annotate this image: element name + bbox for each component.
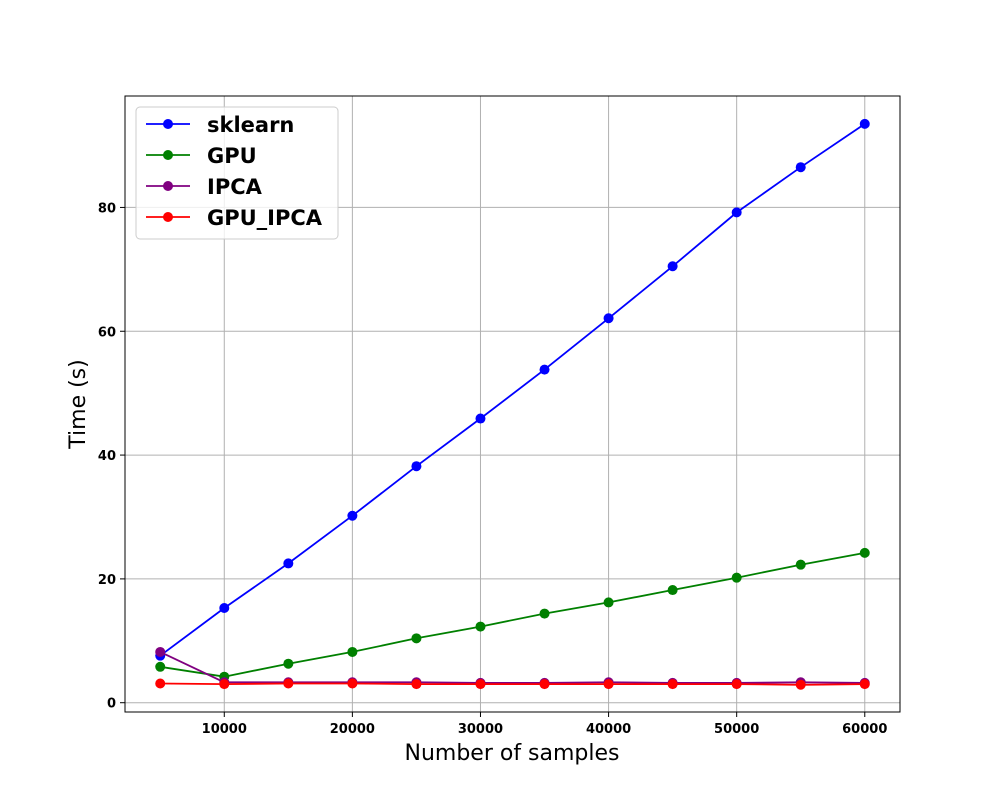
data-point	[667, 261, 678, 272]
data-point	[795, 162, 806, 173]
y-tick-label: 60	[98, 325, 116, 340]
y-tick-label: 20	[98, 573, 116, 588]
series-line	[160, 682, 865, 686]
data-point	[475, 413, 486, 424]
series-line	[159, 123, 866, 657]
data-point	[283, 678, 294, 689]
legend-label: sklearn	[207, 113, 294, 137]
data-point	[603, 679, 614, 690]
data-point	[859, 679, 870, 690]
series-gpu-ipca	[155, 678, 870, 690]
legend-label: GPU	[207, 144, 257, 168]
x-tick-label: 60000	[842, 722, 887, 737]
data-point	[219, 679, 230, 690]
series-line	[159, 651, 865, 684]
data-point	[155, 661, 166, 672]
data-point	[731, 207, 742, 218]
data-point	[859, 547, 870, 558]
legend-marker	[163, 119, 173, 129]
data-point	[155, 646, 166, 657]
data-point	[347, 510, 358, 521]
data-point	[219, 602, 230, 613]
x-axis-title: Number of samples	[404, 741, 619, 766]
x-tick-label: 50000	[714, 722, 759, 737]
data-point	[539, 364, 550, 375]
data-point	[411, 461, 422, 472]
data-point	[475, 621, 486, 632]
legend-marker	[163, 150, 173, 160]
y-axis-title: Time (s)	[66, 359, 91, 449]
data-point	[667, 585, 678, 596]
data-point	[347, 646, 358, 657]
legend-label: IPCA	[207, 175, 263, 199]
data-point	[859, 118, 870, 129]
data-point	[795, 559, 806, 570]
x-tick-label: 10000	[202, 722, 247, 737]
data-point	[603, 597, 614, 608]
x-tick-label: 30000	[458, 722, 503, 737]
data-point	[539, 608, 550, 619]
x-tick-label: 40000	[586, 722, 631, 737]
legend: sklearn GPU IPCA GPU_IPCA	[135, 106, 339, 240]
legend-marker	[163, 212, 173, 222]
y-tick-label: 40	[98, 449, 116, 464]
data-point	[283, 558, 294, 569]
data-point	[411, 679, 422, 690]
data-point	[667, 679, 678, 690]
plot-frame	[124, 95, 901, 713]
series-group	[155, 118, 870, 690]
grid	[125, 96, 900, 712]
data-point	[475, 679, 486, 690]
legend-marker	[163, 181, 173, 191]
legend-label: GPU_IPCA	[207, 206, 323, 230]
y-tick-label: 80	[98, 201, 116, 216]
data-point	[731, 679, 742, 690]
series-sklearn	[155, 118, 870, 661]
legend-box	[135, 106, 339, 240]
series-gpu	[155, 547, 870, 682]
data-point	[155, 678, 166, 689]
data-point	[795, 679, 806, 690]
series-line	[160, 552, 865, 678]
data-point	[411, 633, 422, 644]
data-point	[731, 572, 742, 583]
data-point	[539, 679, 550, 690]
data-point	[283, 658, 294, 669]
axes: 10000 20000 30000 40000 50000 60000 0 20 40 60 80	[98, 201, 887, 737]
data-point	[347, 678, 358, 689]
data-point	[603, 313, 614, 324]
x-tick-label: 20000	[330, 722, 375, 737]
y-tick-label: 0	[107, 697, 116, 712]
